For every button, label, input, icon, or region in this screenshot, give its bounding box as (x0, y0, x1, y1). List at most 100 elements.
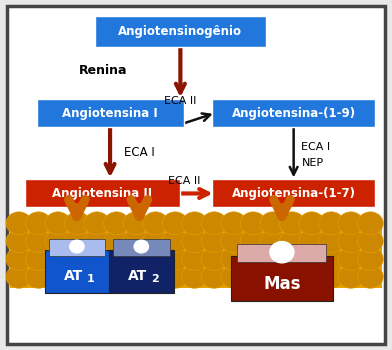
Circle shape (182, 230, 207, 253)
Circle shape (338, 212, 364, 235)
Circle shape (84, 230, 110, 253)
Circle shape (269, 241, 295, 264)
Circle shape (65, 212, 90, 235)
Circle shape (103, 212, 129, 235)
Circle shape (65, 230, 90, 253)
Circle shape (123, 265, 149, 288)
FancyBboxPatch shape (7, 6, 385, 344)
Circle shape (143, 265, 169, 288)
Circle shape (260, 212, 286, 235)
FancyBboxPatch shape (113, 239, 169, 256)
FancyBboxPatch shape (11, 227, 381, 288)
Circle shape (279, 230, 305, 253)
Circle shape (318, 247, 344, 271)
Circle shape (182, 247, 207, 271)
Circle shape (123, 230, 149, 253)
Circle shape (6, 212, 32, 235)
Circle shape (84, 212, 110, 235)
Circle shape (25, 230, 51, 253)
Circle shape (143, 212, 169, 235)
Circle shape (84, 247, 110, 271)
Text: Angiotensina I: Angiotensina I (62, 107, 158, 120)
FancyBboxPatch shape (49, 239, 105, 256)
Circle shape (123, 247, 149, 271)
FancyBboxPatch shape (238, 244, 327, 262)
Circle shape (162, 212, 188, 235)
Circle shape (299, 265, 325, 288)
Text: AT: AT (128, 269, 147, 283)
Circle shape (358, 212, 383, 235)
Text: Renina: Renina (79, 64, 127, 77)
Circle shape (221, 247, 247, 271)
Text: 2: 2 (151, 274, 158, 284)
Circle shape (318, 212, 344, 235)
Circle shape (221, 230, 247, 253)
FancyBboxPatch shape (231, 256, 333, 301)
Circle shape (182, 212, 207, 235)
Text: AT: AT (64, 269, 83, 283)
Circle shape (279, 247, 305, 271)
Circle shape (358, 230, 383, 253)
Circle shape (201, 247, 227, 271)
Circle shape (201, 265, 227, 288)
Circle shape (221, 265, 247, 288)
Circle shape (6, 265, 32, 288)
Circle shape (65, 265, 90, 288)
Text: 1: 1 (86, 274, 94, 284)
Circle shape (69, 239, 85, 253)
Circle shape (358, 247, 383, 271)
FancyBboxPatch shape (212, 179, 375, 208)
Circle shape (143, 247, 169, 271)
Circle shape (358, 265, 383, 288)
Circle shape (162, 230, 188, 253)
Text: Angiotensina II: Angiotensina II (52, 187, 152, 200)
FancyBboxPatch shape (45, 250, 109, 293)
Text: Angiotensina-(1-7): Angiotensina-(1-7) (232, 187, 356, 200)
Circle shape (338, 265, 364, 288)
Circle shape (25, 247, 51, 271)
Circle shape (84, 265, 110, 288)
Text: ECA I: ECA I (124, 146, 154, 159)
Circle shape (6, 247, 32, 271)
Text: Mas: Mas (263, 275, 301, 293)
Circle shape (65, 247, 90, 271)
Text: ECA II: ECA II (168, 176, 200, 186)
Circle shape (279, 212, 305, 235)
Circle shape (103, 265, 129, 288)
Circle shape (338, 247, 364, 271)
Circle shape (123, 212, 149, 235)
Circle shape (338, 230, 364, 253)
Text: Angiotensinogênio: Angiotensinogênio (118, 25, 242, 38)
Circle shape (201, 230, 227, 253)
FancyBboxPatch shape (109, 250, 174, 293)
Circle shape (162, 247, 188, 271)
Circle shape (162, 265, 188, 288)
Circle shape (45, 247, 71, 271)
Circle shape (103, 230, 129, 253)
Circle shape (143, 230, 169, 253)
Circle shape (25, 212, 51, 235)
Circle shape (299, 230, 325, 253)
FancyBboxPatch shape (95, 16, 265, 47)
Circle shape (260, 247, 286, 271)
Circle shape (240, 247, 266, 271)
FancyBboxPatch shape (212, 99, 375, 127)
Circle shape (299, 212, 325, 235)
Circle shape (279, 265, 305, 288)
Circle shape (201, 212, 227, 235)
Text: ECA I: ECA I (301, 142, 330, 152)
Circle shape (240, 265, 266, 288)
Circle shape (25, 265, 51, 288)
Circle shape (133, 239, 149, 253)
Circle shape (45, 265, 71, 288)
Circle shape (240, 230, 266, 253)
FancyBboxPatch shape (25, 179, 180, 208)
Circle shape (299, 247, 325, 271)
FancyBboxPatch shape (36, 99, 183, 127)
Circle shape (182, 265, 207, 288)
Circle shape (240, 212, 266, 235)
Circle shape (45, 212, 71, 235)
Circle shape (318, 265, 344, 288)
Circle shape (221, 212, 247, 235)
Circle shape (103, 247, 129, 271)
